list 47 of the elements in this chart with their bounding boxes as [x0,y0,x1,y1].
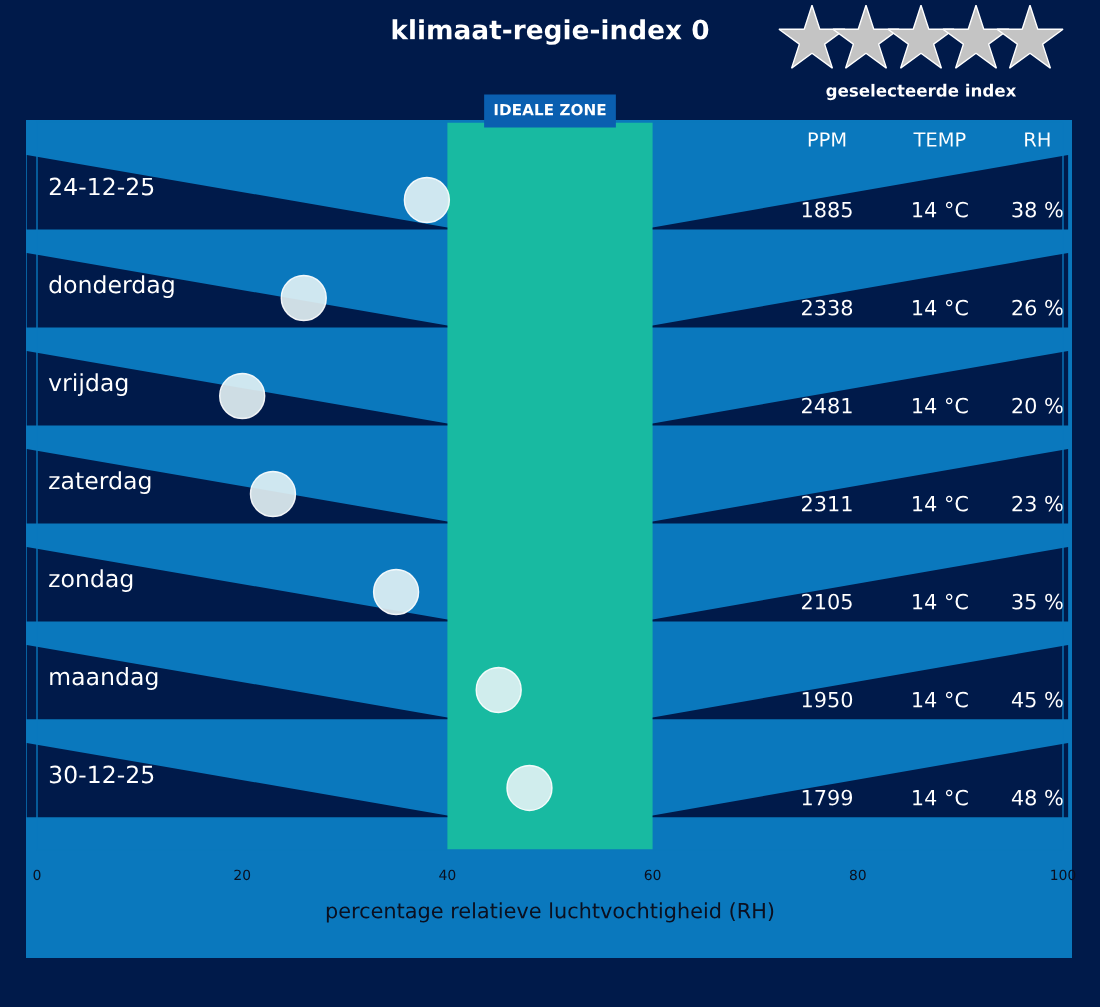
x-tick-label: 40 [439,869,456,881]
annotation: 20 % [1012,397,1063,414]
annotation: 23 % [1012,495,1063,512]
annotation: 14 °C [913,201,968,218]
point [403,176,451,224]
annotation: 2338 [802,299,853,316]
point [506,764,553,812]
annotation: 14 °C [913,593,968,610]
x-tick-label: 80 [849,869,866,881]
annotation: PPM [808,132,846,147]
annotation: 45 % [1011,691,1063,708]
annotation: 14 °C [913,691,968,708]
annotation: TEMP [913,132,966,147]
chart-title: klimaat-regie-index 0 [392,19,709,45]
annotation: 2481 [802,397,852,414]
y-tick-label: zondag [49,569,133,592]
annotation: RH [1025,132,1050,147]
x-axis-title: percentage relatieve luchtvochtigheid (RH) [326,902,774,923]
y-tick-label: 30-12-25 [49,765,154,784]
annotation: 14 °C [913,495,968,512]
point [475,666,522,714]
x-tick-label: 0 [33,869,41,881]
annotation: 1799 [802,789,853,806]
y-tick-label: 24-12-25 [49,177,154,196]
annotation: 48 % [1011,789,1063,806]
annotation: 1885 [802,201,852,218]
y-tick-label: zaterdag [49,471,151,494]
annotation: 38 % [1012,201,1063,218]
annotation: 2105 [802,593,852,610]
point [372,568,420,616]
annotation: 35 % [1012,593,1063,610]
annotation: 14 °C [913,397,968,414]
point [249,470,297,518]
band-label: IDEALE ZONE [494,103,606,116]
annotation: 14 °C [913,789,968,806]
annotation: 26 % [1012,299,1063,316]
x-tick-label: 60 [644,869,661,881]
point [280,274,327,322]
chart-subtitle: geselecteerde index [826,83,1017,101]
y-tick-label: donderdag [49,275,174,298]
annotation: 2311 [802,495,852,512]
annotation: 1950 [802,691,853,708]
y-tick-label: maandag [50,667,158,690]
point [219,372,266,420]
annotation: 14 °C [913,299,968,316]
x-tick-label: 20 [234,869,251,881]
y-tick-label: vrijdag [48,373,128,396]
